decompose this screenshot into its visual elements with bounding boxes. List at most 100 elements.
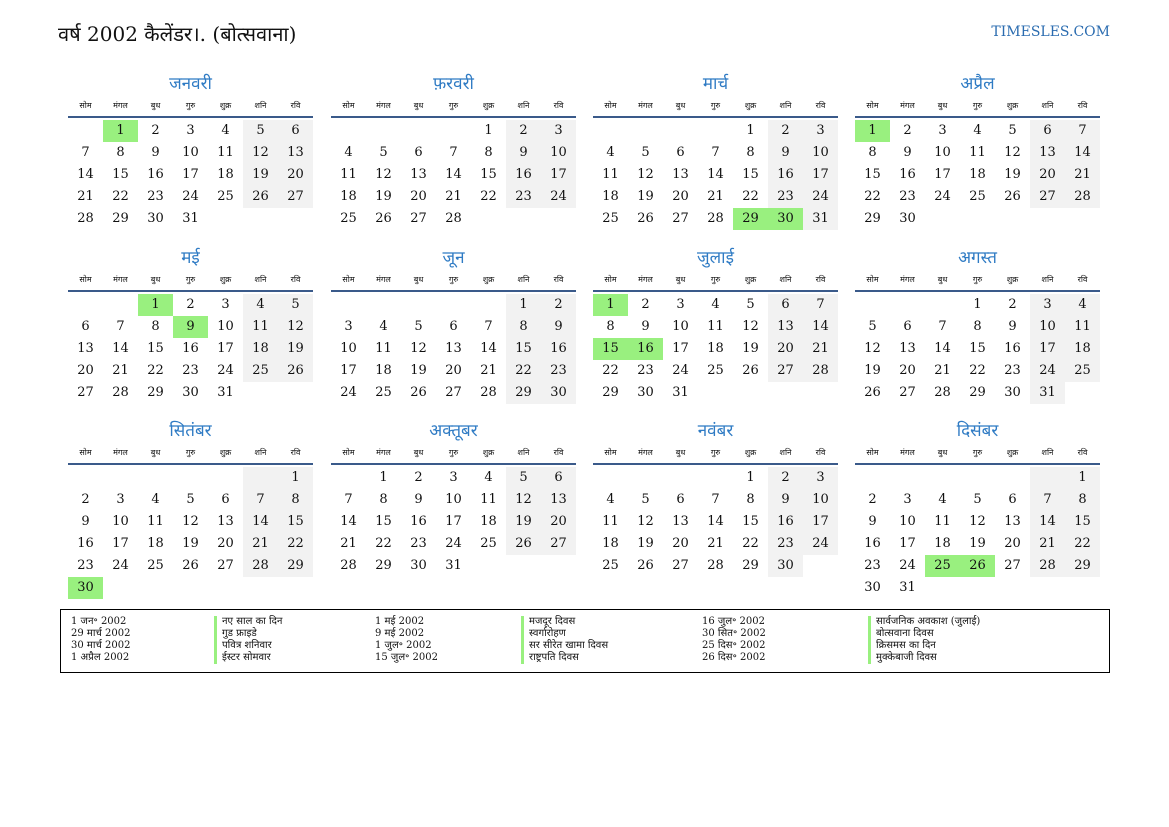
day-cell: 7 (1065, 120, 1100, 142)
day-cell: 17 (934, 167, 951, 182)
weekday-label: शुक्र (219, 101, 232, 110)
day-cell: 13 (410, 167, 427, 182)
holiday-day-cell: 1 (855, 120, 890, 142)
empty-cell (698, 467, 733, 489)
weekday-label: बुध (413, 275, 424, 284)
day-cell: 15 (112, 167, 129, 182)
day-cell: 4 (606, 492, 615, 507)
day-cell: 27 (410, 211, 427, 226)
day-cell: 29 (742, 558, 759, 573)
empty-cell (1030, 467, 1065, 489)
day-cell: 21 (243, 533, 278, 555)
day-cell: 30 (182, 385, 199, 400)
day-cell: 14 (1030, 511, 1065, 533)
day-cell: 23 (541, 360, 576, 382)
holiday-day-cell: 15 (593, 338, 628, 360)
day-cell: 2 (506, 120, 541, 142)
day-cell: 9 (1008, 319, 1017, 334)
day-cell: 24 (899, 558, 916, 573)
day-cell: 23 (768, 186, 803, 208)
legend-date: 1 जुल॰ 2002 (375, 640, 432, 651)
day-cell: 17 (217, 341, 234, 356)
day-cell: 12 (742, 319, 759, 334)
weekday-label: सोम (342, 448, 355, 457)
legend-holiday-name: सर सीरेत खामा दिवस (521, 640, 608, 652)
day-cell: 7 (938, 319, 947, 334)
month-block: सितंबर सोम मंगल बुध गुरु शुक्र शनि रवि 1 2 3 4 5 6 7 8 9… (68, 420, 313, 599)
day-cell: 12 (410, 341, 427, 356)
day-cell: 28 (112, 385, 129, 400)
day-cell: 18 (602, 189, 619, 204)
day-cell: 11 (602, 167, 619, 182)
weekday-label: बुध (675, 101, 686, 110)
day-cell: 1 (973, 297, 982, 312)
day-cell: 9 (541, 316, 576, 338)
day-cell: 19 (506, 511, 541, 533)
empty-cell (103, 467, 138, 489)
day-cell: 21 (934, 363, 951, 378)
day-cell: 25 (707, 363, 724, 378)
day-cell: 15 (742, 167, 759, 182)
empty-cell (663, 120, 698, 142)
day-cell: 16 (147, 167, 164, 182)
day-cell: 15 (480, 167, 497, 182)
weekday-header: सोम मंगल बुध गुरु शुक्र शनि रवि (855, 446, 1100, 465)
day-cell: 11 (480, 492, 497, 507)
day-cell: 18 (707, 341, 724, 356)
weekday-label: बुध (413, 448, 424, 457)
legend-dates: 16 जुल॰ 2002 30 सित॰ 2002 25 दिस॰ 2002 26 द… (702, 616, 766, 664)
day-cell: 3 (676, 297, 685, 312)
day-cell: 2 (768, 120, 803, 142)
weekday-label: गुरु (448, 275, 459, 284)
weekday-header: सोम मंगल बुध गुरु शुक्र शनि रवि (68, 99, 313, 118)
weekday-label: शुक्र (1006, 448, 1019, 457)
month-block: अक्तूबर सोम मंगल बुध गुरु शुक्र शनि रवि 1 2 3 4 5 6 7 8… (331, 420, 576, 577)
day-cell: 14 (934, 341, 951, 356)
day-cell: 2 (868, 492, 877, 507)
day-cell: 11 (375, 341, 392, 356)
day-cell: 10 (899, 514, 916, 529)
day-grid: 1 2 3 4 5 6 7 8 9 10 11 12 13 14 15 16 17 18 19 20 21 22 23 24 2… (593, 467, 838, 577)
day-cell: 4 (606, 145, 615, 160)
holiday-day-cell: 26 (960, 555, 995, 577)
day-cell: 24 (445, 536, 462, 551)
month-name: जून (442, 248, 465, 268)
empty-cell (331, 467, 366, 489)
month-name: फ़रवरी (433, 74, 474, 94)
weekday-header: सोम मंगल बुध गुरु शुक्र शनि रवि (855, 99, 1100, 118)
day-cell: 12 (969, 514, 986, 529)
day-cell: 26 (637, 211, 654, 226)
day-grid: 1 2 3 4 5 6 7 8 9 10 11 12 13 14 15 16 17 18 19 20 21 22 23 24 2… (855, 467, 1100, 599)
day-cell: 28 (445, 211, 462, 226)
day-cell: 13 (217, 514, 234, 529)
day-cell: 16 (768, 164, 803, 186)
day-cell: 20 (445, 363, 462, 378)
empty-cell (890, 467, 925, 489)
day-cell: 28 (243, 555, 278, 577)
day-cell: 18 (934, 536, 951, 551)
legend-date: 9 मई 2002 (375, 628, 425, 639)
day-cell: 29 (602, 385, 619, 400)
legend-date: 30 सित॰ 2002 (702, 628, 766, 639)
site-link[interactable]: TIMESLES.COM (991, 24, 1110, 40)
day-cell: 3 (903, 492, 912, 507)
day-cell: 21 (480, 363, 497, 378)
day-grid: 1 2 3 4 5 6 7 8 9 10 11 12 13 14 15 16 17 18 19 20 21 22 23 24 2… (593, 120, 838, 230)
day-cell: 27 (672, 558, 689, 573)
day-cell: 16 (182, 341, 199, 356)
page-title: वर्ष 2002 कैलेंडर।. (बोत्सवाना) (58, 22, 297, 46)
day-cell: 6 (81, 319, 90, 334)
day-cell: 28 (1030, 555, 1065, 577)
day-cell: 26 (243, 186, 278, 208)
weekday-label: मंगल (900, 101, 915, 110)
empty-cell (925, 467, 960, 489)
day-cell: 23 (506, 186, 541, 208)
weekday-label: मंगल (113, 448, 128, 457)
weekday-label: मंगल (376, 275, 391, 284)
month-block: दिसंबर सोम मंगल बुध गुरु शुक्र शनि रवि 1 2 3 4 5 6 7 8 9… (855, 420, 1100, 599)
empty-cell (68, 294, 103, 316)
weekday-label: रवि (815, 101, 826, 110)
weekday-label: रवि (1077, 275, 1088, 284)
day-cell: 14 (803, 316, 838, 338)
